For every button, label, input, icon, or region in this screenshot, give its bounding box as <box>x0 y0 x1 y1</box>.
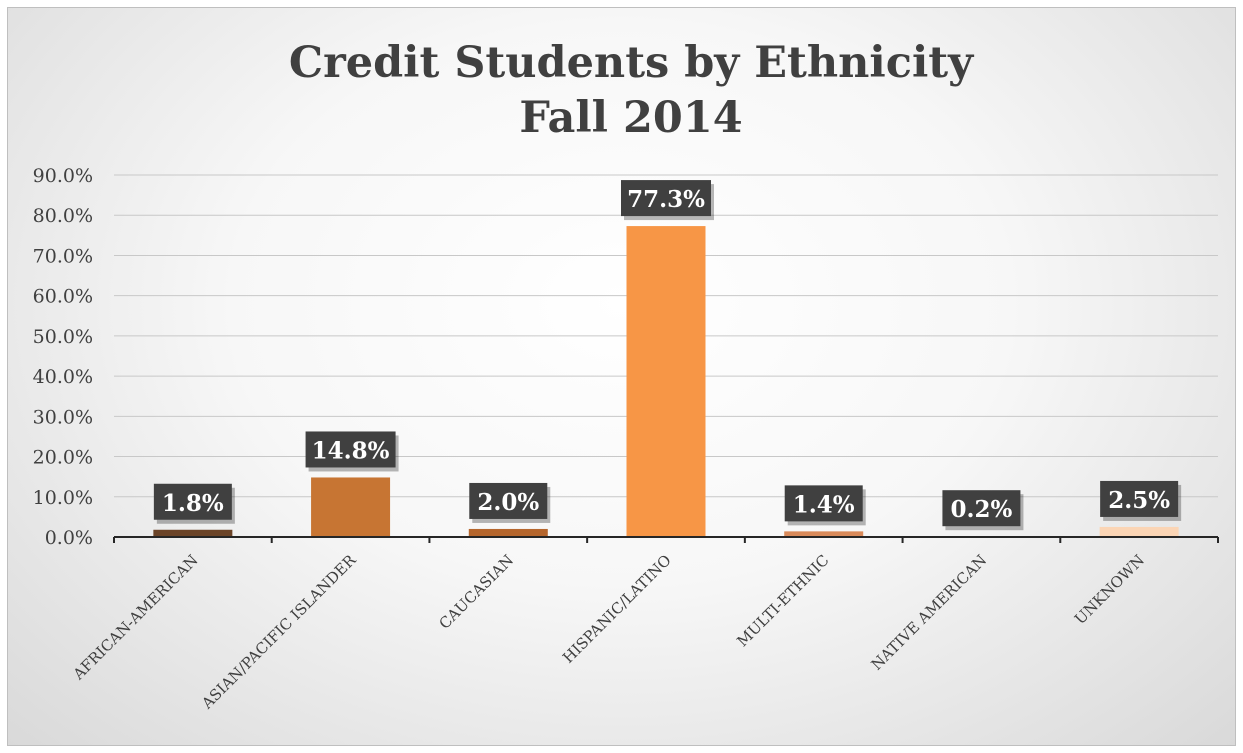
chart-subtitle: Fall 2014 <box>519 93 742 143</box>
y-tick-label: 30.0% <box>33 406 93 428</box>
data-label: 77.3% <box>627 186 705 213</box>
y-axis-ticks: 0.0% 10.0% 20.0% 30.0% 40.0% 50.0% 60.0% 70.0% 8… <box>33 165 93 549</box>
y-tick-label: 80.0% <box>33 205 93 227</box>
category-label: AFRICAN-AMERICAN <box>69 551 202 684</box>
y-tick-label: 40.0% <box>33 366 93 388</box>
data-label-box <box>153 483 232 520</box>
bar <box>468 528 548 537</box>
data-label-box <box>469 482 548 519</box>
y-tick-label: 90.0% <box>33 165 93 187</box>
category-label: HISPANIC/LATINO <box>559 551 675 667</box>
bar <box>1099 526 1179 537</box>
y-tick-label: 10.0% <box>33 487 93 509</box>
bar <box>784 531 864 537</box>
category-label: NATIVE AMERICAN <box>868 551 991 674</box>
category-label: CAUCASIAN <box>435 551 517 633</box>
data-label-box <box>784 485 863 522</box>
data-label-box <box>305 431 396 468</box>
bar <box>153 529 233 537</box>
category-label: MULTI-ETHNIC <box>733 551 832 650</box>
chart-title: Credit Students by Ethnicity <box>289 38 975 88</box>
data-label: 2.5% <box>1108 487 1170 514</box>
bar <box>311 477 391 537</box>
y-tick-label: 70.0% <box>33 245 93 267</box>
data-label: 1.4% <box>793 491 855 518</box>
data-labels: 1.8% 14.8% 2.0% 77.3% 1.4% 0.2% 2.5% <box>153 180 1182 531</box>
y-tick-label: 0.0% <box>45 527 93 549</box>
y-tick-label: 20.0% <box>33 447 93 469</box>
data-label: 2.0% <box>477 489 539 516</box>
data-label: 0.2% <box>950 496 1012 523</box>
data-label: 1.8% <box>162 490 224 517</box>
x-axis <box>113 536 1219 543</box>
category-label: ASIAN/PACIFIC ISLANDER <box>197 551 359 713</box>
y-tick-label: 60.0% <box>33 286 93 308</box>
category-label: UNKNOWN <box>1071 551 1148 628</box>
bars <box>153 226 1179 538</box>
data-label-box <box>942 490 1021 527</box>
data-label-box <box>1100 480 1179 517</box>
data-label: 14.8% <box>312 437 390 464</box>
bar <box>626 226 706 538</box>
data-label-box <box>621 180 711 217</box>
y-tick-label: 50.0% <box>33 326 93 348</box>
